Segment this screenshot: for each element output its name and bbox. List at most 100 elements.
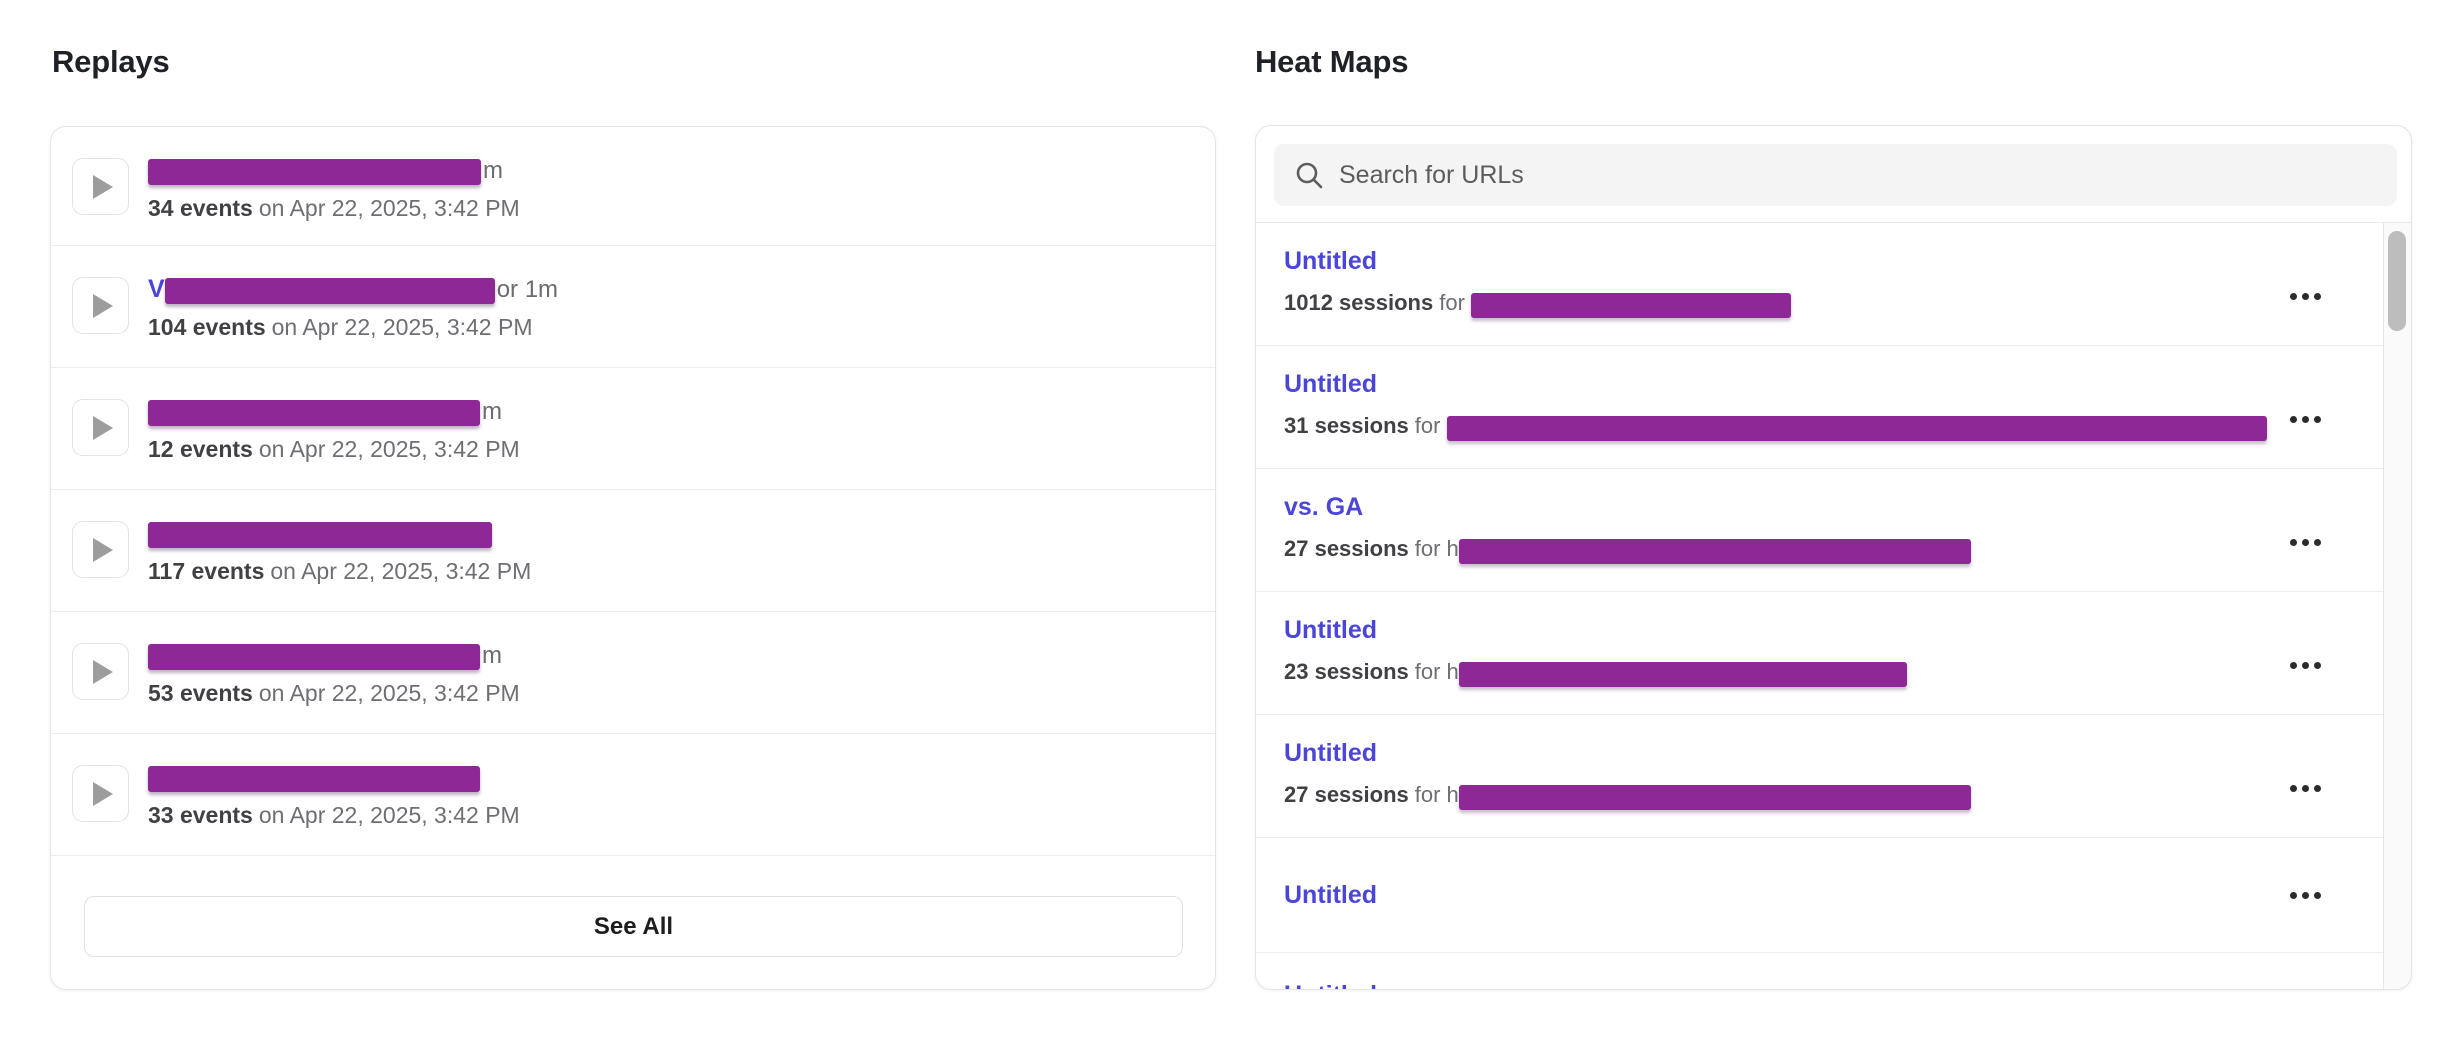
replay-meta: 12 events on Apr 22, 2025, 3:42 PM <box>148 436 520 463</box>
more-menu-button[interactable] <box>2284 656 2327 675</box>
replay-text: m 34 events on Apr 22, 2025, 3:42 PM <box>148 157 520 222</box>
see-all-button[interactable]: See All <box>84 896 1183 957</box>
events-count: 53 events <box>148 680 253 706</box>
heatmap-list-item[interactable]: Untitled <box>1256 838 2383 953</box>
heatmap-text: Untitled 1012 sessions for <box>1284 247 2272 318</box>
title-tail-fragment: m <box>482 397 502 425</box>
more-menu-icon <box>2290 784 2297 792</box>
replay-list-item[interactable]: 33 events on Apr 22, 2025, 3:42 PM <box>51 733 1215 855</box>
play-icon <box>93 293 113 318</box>
more-menu-icon <box>2290 661 2297 669</box>
play-button[interactable] <box>72 277 129 334</box>
heatmap-title-link[interactable]: Untitled <box>1284 616 1378 644</box>
replays-section-title: Replays <box>52 44 170 79</box>
heatmap-text: Untitled <box>1284 981 2383 989</box>
play-button[interactable] <box>72 643 129 700</box>
redaction-bar <box>1446 415 2267 441</box>
replay-text: 117 events on Apr 22, 2025, 3:42 PM <box>148 520 531 585</box>
play-icon <box>93 537 113 562</box>
replay-timestamp: on Apr 22, 2025, 3:42 PM <box>270 558 532 584</box>
heatmap-list-item[interactable]: vs. GA 27 sessions for h <box>1256 469 2383 592</box>
heatmap-list-item[interactable]: Untitled 31 sessions for <box>1256 346 2383 469</box>
heatmap-meta: 23 sessions for h <box>1284 659 2272 687</box>
play-button[interactable] <box>72 765 129 822</box>
more-menu-icon <box>2290 538 2297 546</box>
heatmap-title-link[interactable]: Untitled <box>1284 247 1378 275</box>
title-tail-fragment: or 1m <box>496 275 559 303</box>
heatmap-title-link[interactable]: vs. GA <box>1284 493 1364 521</box>
heatmap-title-link[interactable]: Untitled <box>1284 739 1378 767</box>
sessions-count: 27 sessions <box>1284 536 1409 561</box>
play-button[interactable] <box>72 399 129 456</box>
replay-title[interactable]: m <box>148 642 520 670</box>
title-tail-fragment: m <box>483 156 503 184</box>
heatmap-title-link[interactable]: Untitled <box>1284 370 1378 398</box>
for-label: for <box>1439 290 1472 315</box>
search-input[interactable] <box>1339 160 2377 190</box>
more-menu-button[interactable] <box>2284 533 2327 552</box>
play-icon <box>93 415 113 440</box>
replay-title[interactable]: m <box>148 397 520 426</box>
scrollbar-thumb[interactable] <box>2388 231 2406 331</box>
for-label: for <box>1414 782 1447 807</box>
replay-list-item[interactable]: m 34 events on Apr 22, 2025, 3:42 PM <box>51 127 1215 245</box>
replay-title[interactable] <box>148 520 531 548</box>
events-count: 117 events <box>148 558 265 584</box>
heatmap-list-item[interactable]: Untitled 27 sessions for h <box>1256 715 2383 838</box>
play-icon <box>93 174 113 199</box>
replay-timestamp: on Apr 22, 2025, 3:42 PM <box>258 195 520 221</box>
url-fragment: h <box>1446 536 1459 561</box>
events-count: 33 events <box>148 802 253 828</box>
redaction-bar <box>1458 784 1971 810</box>
replay-list-item[interactable]: m 53 events on Apr 22, 2025, 3:42 PM <box>51 611 1215 733</box>
more-menu-button[interactable] <box>2284 287 2327 306</box>
more-menu-button[interactable] <box>2284 779 2327 798</box>
heatmap-title-link[interactable]: Untitled <box>1284 880 1378 909</box>
heatmap-title-link[interactable]: Untitled <box>1284 981 1377 989</box>
replay-timestamp: on Apr 22, 2025, 3:42 PM <box>271 314 533 340</box>
play-icon <box>93 781 113 806</box>
heatmap-list-item-clipped[interactable]: Untitled <box>1256 953 2383 989</box>
heatmap-list-item[interactable]: Untitled 23 sessions for h <box>1256 592 2383 715</box>
replay-list-item[interactable]: m 12 events on Apr 22, 2025, 3:42 PM <box>51 367 1215 489</box>
replay-title[interactable]: m <box>148 156 520 185</box>
replay-list-item[interactable]: 117 events on Apr 22, 2025, 3:42 PM <box>51 489 1215 611</box>
more-menu-button[interactable] <box>2284 410 2327 429</box>
heatmap-text: Untitled 31 sessions for <box>1284 370 2272 441</box>
redaction-bar <box>148 765 480 792</box>
replay-title[interactable] <box>148 764 520 792</box>
heatmaps-section-title: Heat Maps <box>1255 44 1409 79</box>
more-menu-icon <box>2290 891 2297 899</box>
replay-timestamp: on Apr 22, 2025, 3:42 PM <box>258 680 520 706</box>
scrollbar-track[interactable] <box>2383 223 2411 989</box>
heatmap-text: Untitled <box>1284 881 2272 910</box>
heatmap-list-item[interactable]: Untitled 1012 sessions for <box>1256 223 2383 346</box>
replay-meta: 53 events on Apr 22, 2025, 3:42 PM <box>148 680 520 707</box>
heatmap-meta: 27 sessions for h <box>1284 536 2272 564</box>
url-fragment: h <box>1446 782 1459 807</box>
replay-meta: 117 events on Apr 22, 2025, 3:42 PM <box>148 558 531 585</box>
more-menu-button[interactable] <box>2284 886 2327 905</box>
redaction-bar <box>148 643 480 670</box>
more-menu-icon <box>2290 292 2297 300</box>
sessions-count: 1012 sessions <box>1284 290 1434 315</box>
replay-list-item[interactable]: V or 1m 104 events on Apr 22, 2025, 3:42 … <box>51 245 1215 367</box>
play-button[interactable] <box>72 521 129 578</box>
heatmaps-search-header <box>1256 126 2411 223</box>
play-button[interactable] <box>72 158 129 215</box>
visitor-name-fragment: V <box>148 275 165 303</box>
redaction-bar <box>1458 661 1907 687</box>
replay-title[interactable]: V or 1m <box>148 275 559 304</box>
replay-text: V or 1m 104 events on Apr 22, 2025, 3:42 … <box>148 275 559 341</box>
for-label: for <box>1414 536 1447 561</box>
url-search-bar[interactable] <box>1274 144 2397 206</box>
sessions-count: 23 sessions <box>1284 659 1409 684</box>
heatmap-meta: 31 sessions for <box>1284 413 2272 441</box>
heatmaps-list-body: Untitled 1012 sessions for Untitled 31 se… <box>1256 223 2411 989</box>
replay-timestamp: on Apr 22, 2025, 3:42 PM <box>258 802 520 828</box>
for-label: for <box>1414 659 1447 684</box>
replay-timestamp: on Apr 22, 2025, 3:42 PM <box>258 436 520 462</box>
heatmap-text: vs. GA 27 sessions for h <box>1284 493 2272 564</box>
heatmap-text: Untitled 23 sessions for h <box>1284 616 2272 687</box>
